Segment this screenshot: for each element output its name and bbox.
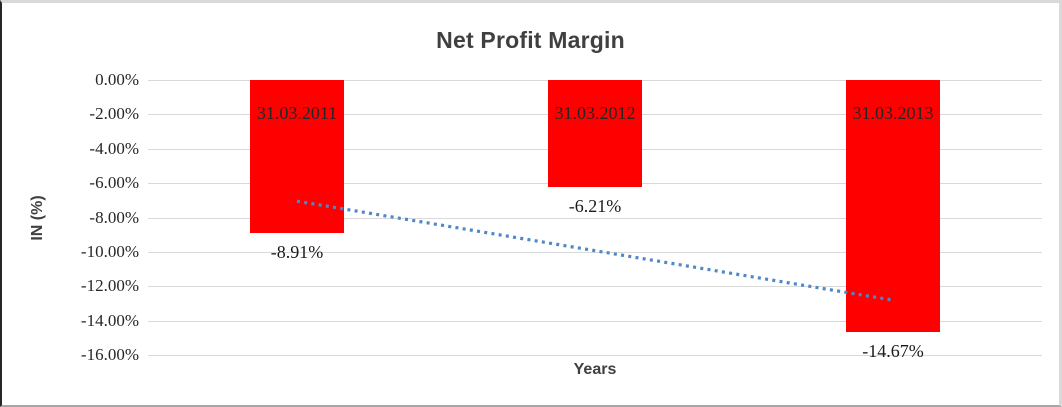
y-tick-label: -12.00% — [80, 276, 139, 296]
chart-bar: 31.03.2011 — [250, 80, 344, 234]
bar-value-label: -8.91% — [270, 242, 324, 263]
y-tick-label: -14.00% — [80, 310, 139, 330]
bar-category-label: 31.03.2012 — [554, 103, 636, 123]
y-tick-label: -4.00% — [89, 138, 139, 158]
y-tick-label: -2.00% — [89, 104, 139, 124]
chart-bar: 31.03.2013 — [846, 80, 940, 333]
y-tick-label: -10.00% — [80, 241, 139, 261]
x-axis-title: Years — [573, 361, 617, 378]
bar-value-label: -14.67% — [862, 341, 924, 362]
bar-value-label: -6.21% — [568, 195, 622, 216]
bar-category-label: 31.03.2013 — [852, 103, 934, 123]
chart-title: Net Profit Margin — [436, 27, 625, 53]
y-tick-label: -8.00% — [89, 207, 139, 227]
chart-bar: 31.03.2012 — [548, 80, 642, 187]
y-tick-label: -16.00% — [80, 345, 139, 364]
y-tick-label: 0.00% — [95, 70, 139, 89]
bar-category-label: 31.03.2011 — [256, 103, 338, 123]
y-tick-label: -6.00% — [89, 173, 139, 193]
gridline — [148, 320, 1042, 322]
gridline — [148, 355, 1042, 356]
